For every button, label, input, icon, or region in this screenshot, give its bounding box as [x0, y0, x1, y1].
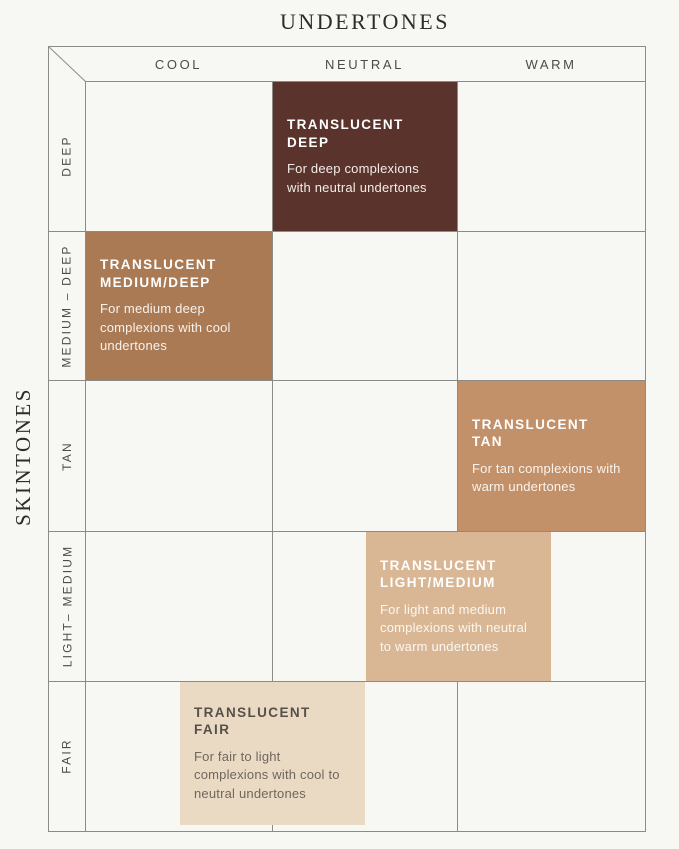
row-label-fair: FAIR — [49, 681, 85, 831]
row-label-tan: TAN — [49, 380, 85, 531]
row-label-text: DEEP — [60, 135, 75, 177]
product-description: For tan complexions with warm undertones — [472, 460, 621, 495]
grid-line-label-column — [85, 81, 86, 831]
x-axis-title: UNDERTONES — [280, 9, 450, 34]
product-name: TRANSLUCENT DEEP — [287, 117, 404, 150]
row-label-text: LIGHT– MEDIUM — [60, 544, 75, 668]
grid-line-row-4 — [48, 681, 645, 682]
col-header-cool: COOL — [154, 56, 203, 72]
product-name: TRANSLUCENT TAN — [472, 416, 589, 450]
row-label-text: FAIR — [59, 738, 74, 774]
col-header-neutral: NEUTRAL — [325, 56, 404, 72]
product-block-translucent-tan: TRANSLUCENT TAN For tan complexions with … — [458, 381, 645, 531]
row-label-text: TAN — [60, 440, 74, 471]
product-block-translucent-deep: TRANSLUCENT DEEP For deep complexions wit… — [273, 82, 457, 231]
grid-line-row-2 — [48, 380, 645, 381]
product-name: TRANSLUCENT LIGHT/MEDIUM — [380, 557, 497, 591]
product-description: For fair to light complexions with cool … — [194, 748, 340, 801]
row-label-light-medium: LIGHT– MEDIUM — [49, 531, 85, 681]
grid-line-row-3 — [48, 531, 645, 532]
grid-line-col-1 — [272, 81, 273, 831]
row-label-medium-deep: MEDIUM – DEEP — [49, 231, 85, 380]
product-block-translucent-fair: TRANSLUCENT FAIR For fair to light comple… — [180, 682, 365, 825]
product-name: TRANSLUCENT FAIR — [194, 704, 311, 738]
grid-outer-border — [48, 46, 646, 832]
grid-line-header-bottom — [85, 81, 645, 82]
y-axis-title-text: SKINTONES — [10, 386, 35, 526]
col-header-warm: WARM — [525, 56, 577, 72]
grid-corner-diagonal — [48, 46, 86, 82]
row-label-text: MEDIUM – DEEP — [60, 243, 75, 368]
product-description: For deep complexions with neutral undert… — [287, 161, 427, 195]
product-name: TRANSLUCENT MEDIUM/DEEP — [100, 257, 217, 290]
product-block-translucent-medium-deep: TRANSLUCENT MEDIUM/DEEP For medium deep c… — [86, 232, 272, 380]
grid-line-row-1 — [48, 231, 645, 232]
product-block-translucent-light-medium: TRANSLUCENT LIGHT/MEDIUM For light and me… — [366, 532, 551, 681]
product-description: For light and medium complexions with ne… — [380, 601, 528, 654]
y-axis-title: SKINTONES — [0, 81, 46, 831]
product-description: For medium deep complexions with cool un… — [100, 301, 231, 354]
row-label-deep: DEEP — [49, 81, 85, 231]
grid-line-col-2 — [457, 81, 458, 831]
